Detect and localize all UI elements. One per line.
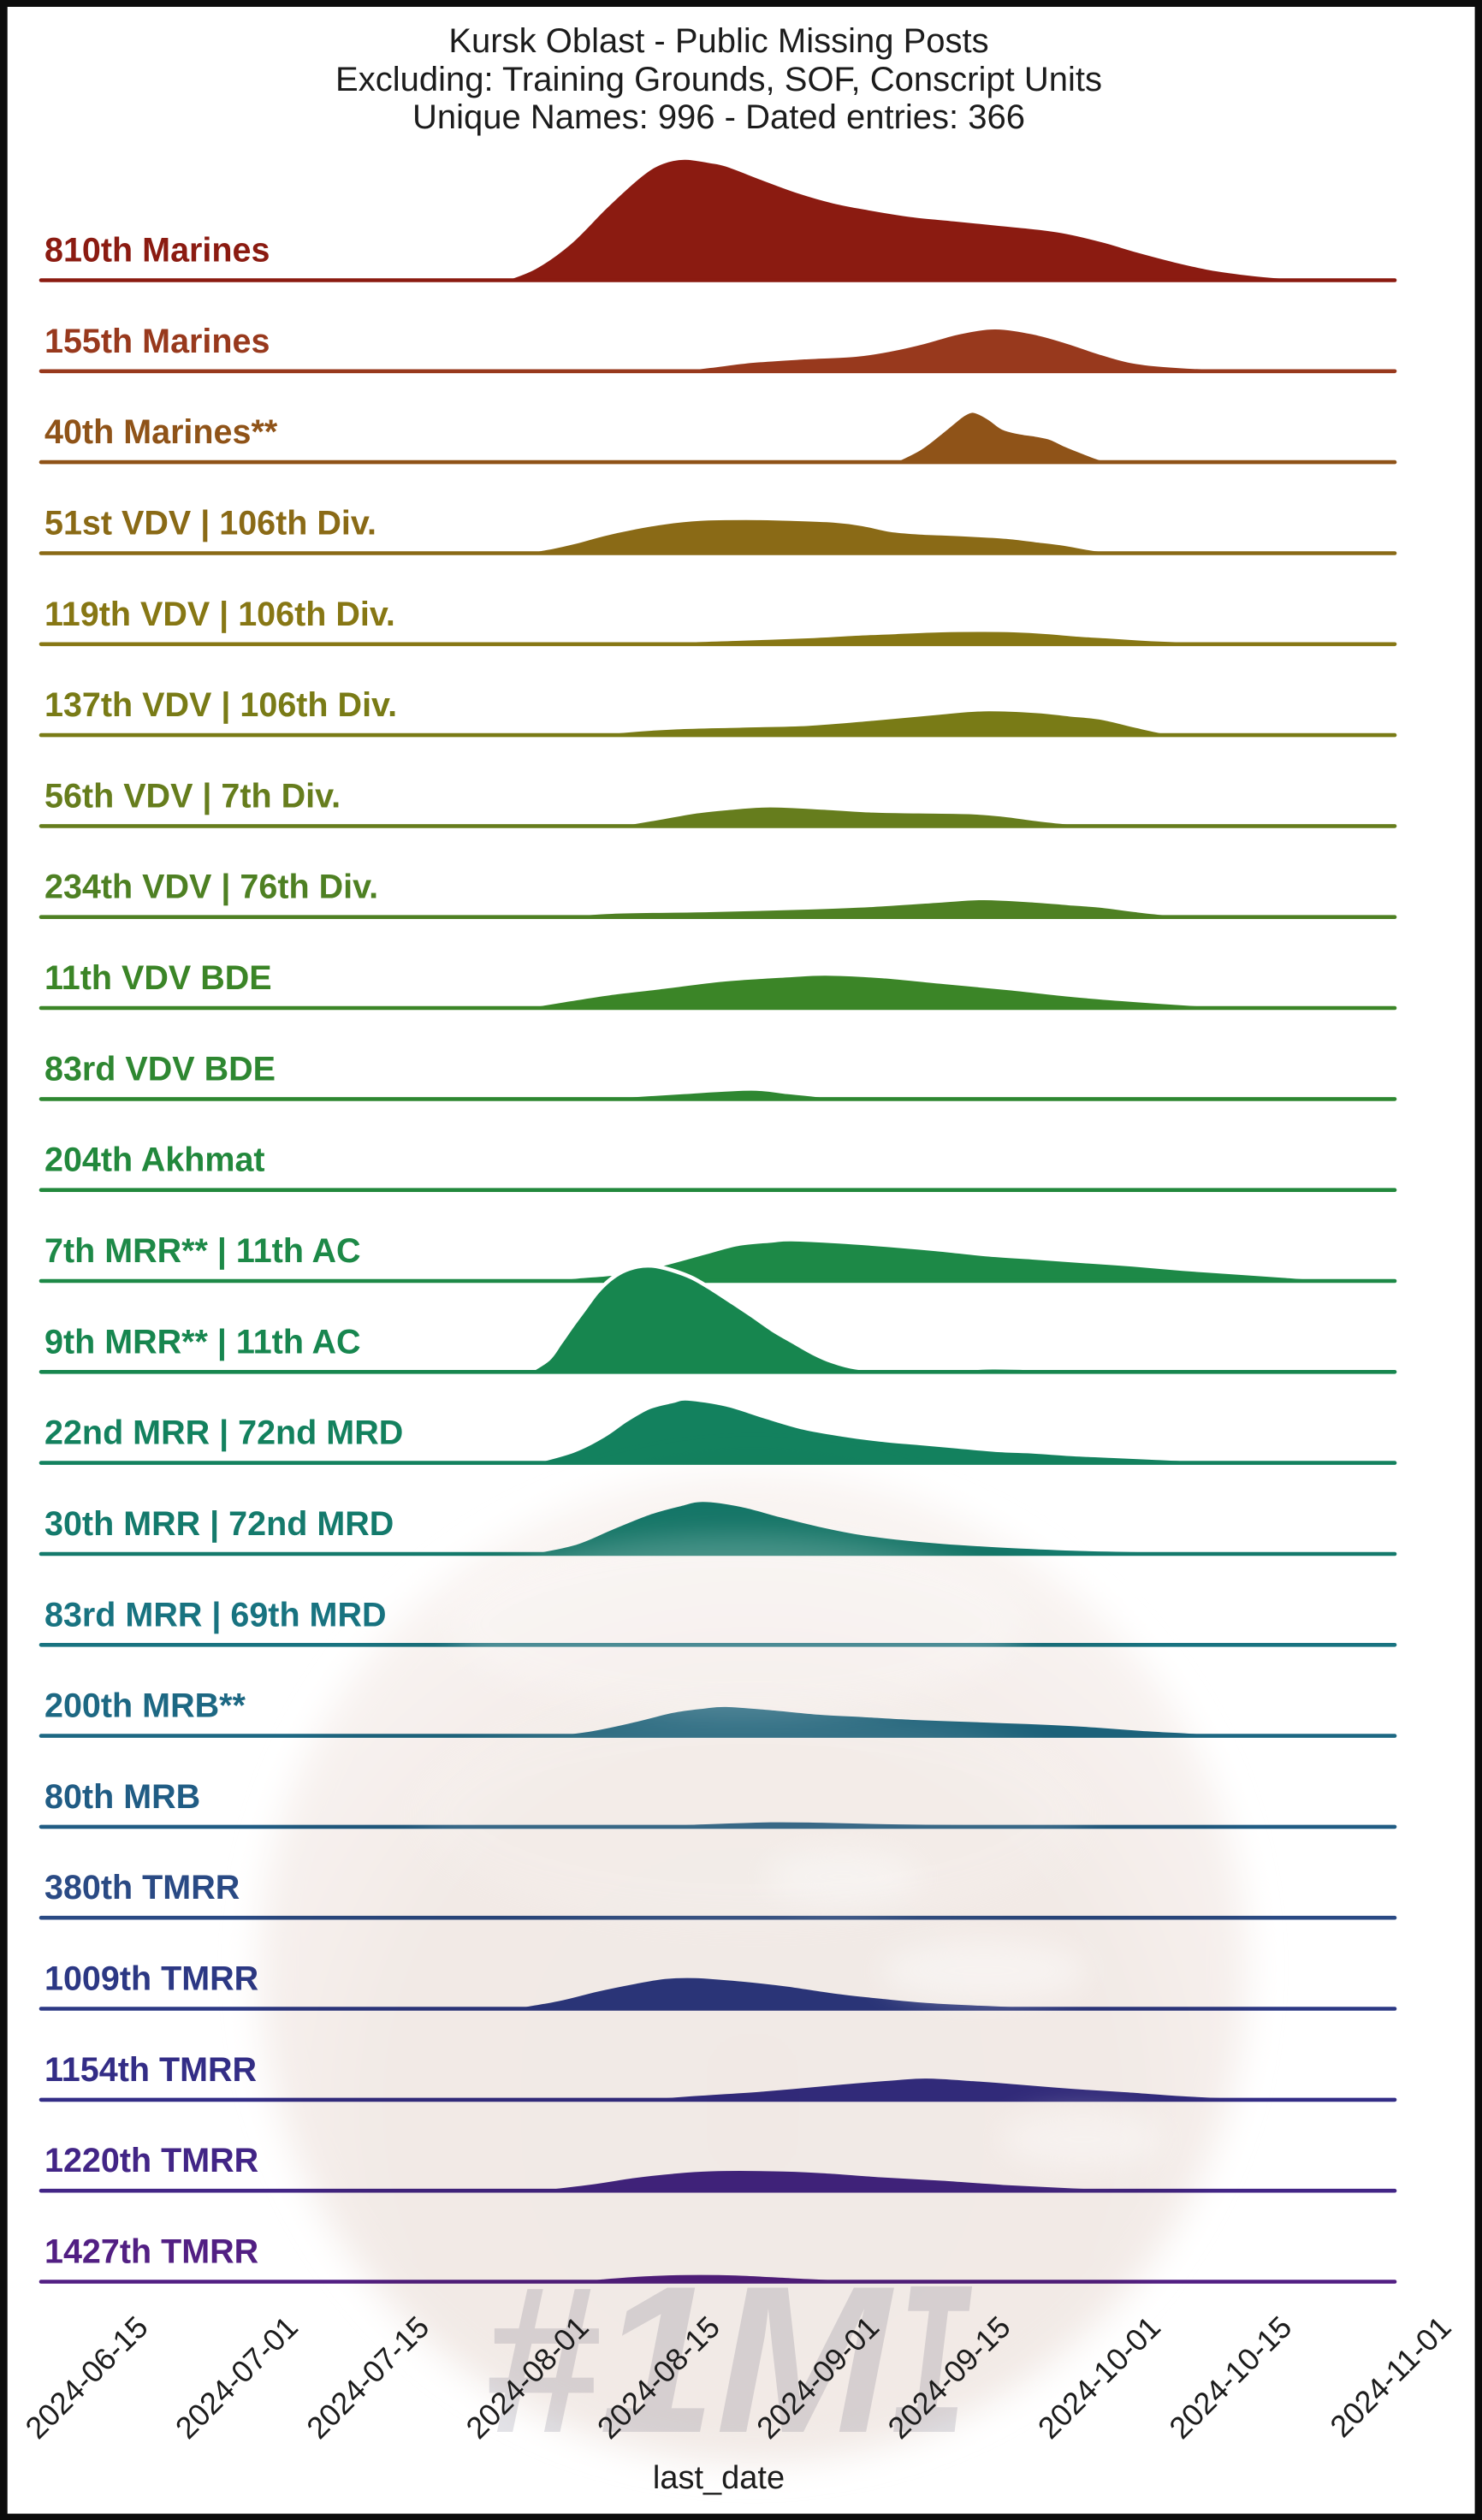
svg-text:Unique Names: 996 - Dated entr: Unique Names: 996 - Dated entries: 366 (412, 98, 1025, 136)
svg-text:56th VDV | 7th Div.: 56th VDV | 7th Div. (44, 777, 341, 815)
svg-text:234th VDV | 76th Div.: 234th VDV | 76th Div. (44, 869, 378, 906)
svg-text:83rd VDV BDE: 83rd VDV BDE (44, 1050, 276, 1088)
svg-text:9th MRR** | 11th AC: 9th MRR** | 11th AC (44, 1323, 361, 1361)
svg-text:40th Marines**: 40th Marines** (44, 413, 278, 451)
svg-text:83rd MRR | 69th MRD: 83rd MRR | 69th MRD (44, 1596, 387, 1634)
svg-text:11th VDV BDE: 11th VDV BDE (44, 959, 272, 997)
svg-text:137th VDV | 106th Div.: 137th VDV | 106th Div. (44, 686, 397, 724)
svg-text:22nd MRR | 72nd MRD: 22nd MRR | 72nd MRD (44, 1414, 403, 1452)
svg-text:204th Akhmat: 204th Akhmat (44, 1141, 265, 1179)
svg-text:51st VDV | 106th Div.: 51st VDV | 106th Div. (44, 505, 376, 543)
svg-text:119th VDV | 106th Div.: 119th VDV | 106th Div. (44, 596, 395, 633)
svg-text:380th TMRR: 380th TMRR (44, 1869, 240, 1906)
svg-text:I: I (890, 2249, 972, 2499)
svg-text:155th Marines: 155th Marines (44, 323, 270, 360)
svg-text:1009th TMRR: 1009th TMRR (44, 1960, 258, 1998)
svg-text:810th Marines: 810th Marines (44, 232, 270, 270)
svg-text:80th MRB: 80th MRB (44, 1778, 200, 1816)
svg-text:#1M: #1M (483, 2242, 895, 2476)
svg-text:7th MRR** | 11th AC: 7th MRR** | 11th AC (44, 1232, 361, 1270)
svg-text:30th MRR | 72nd MRD: 30th MRR | 72nd MRD (44, 1505, 394, 1543)
svg-text:Excluding: Training Grounds, S: Excluding: Training Grounds, SOF, Conscr… (335, 61, 1102, 98)
svg-text:1154th TMRR: 1154th TMRR (44, 2051, 257, 2089)
svg-text:Kursk Oblast - Public Missing: Kursk Oblast - Public Missing Posts (448, 22, 988, 60)
svg-text:200th MRB**: 200th MRB** (44, 1687, 246, 1725)
svg-text:last_date: last_date (653, 2460, 785, 2496)
svg-text:1427th TMRR: 1427th TMRR (44, 2233, 258, 2271)
svg-text:1220th TMRR: 1220th TMRR (44, 2142, 258, 2179)
